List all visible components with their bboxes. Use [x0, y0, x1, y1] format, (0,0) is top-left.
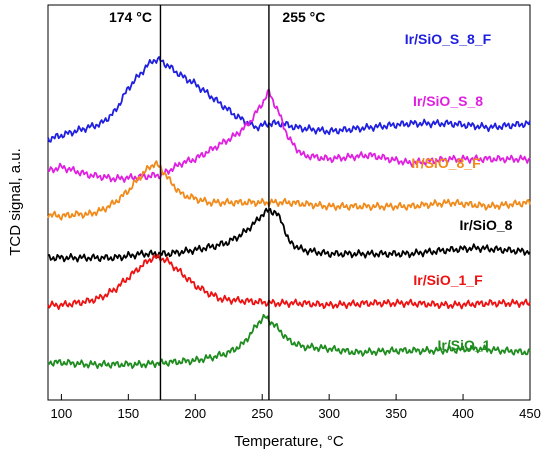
series-line — [47, 88, 531, 183]
x-tick-label: 100 — [51, 406, 73, 421]
annotation-label: 174 °C — [109, 9, 152, 25]
series-label: Ir/SiO_1 — [438, 337, 491, 353]
x-tick-label: 150 — [117, 406, 139, 421]
series-label: Ir/SiO_1_F — [413, 272, 483, 288]
series-label: Ir/SiO_S_8_F — [405, 31, 492, 47]
x-axis-label: Temperature, °C — [234, 433, 344, 450]
series-label: Ir/SiO_8_F — [411, 155, 481, 171]
series-line — [47, 160, 531, 221]
x-tick-label: 350 — [385, 406, 407, 421]
series-label-layer: Ir/SiO_S_8_F Ir/SiO_S_8 Ir/SiO_8_F Ir/SiO_8… — [405, 31, 513, 353]
annotation-layer: 174 °C 255 °C — [109, 5, 325, 400]
series-line — [47, 313, 531, 370]
x-tick-label: 300 — [318, 406, 340, 421]
x-tick-label: 400 — [452, 406, 474, 421]
series-label: Ir/SiO_S_8 — [413, 93, 483, 109]
x-tick-label: 250 — [251, 406, 273, 421]
x-tick-label: 450 — [519, 406, 541, 421]
series-line — [47, 253, 531, 310]
series-layer — [47, 56, 531, 370]
y-axis-label: TCD signal, a.u. — [7, 148, 24, 256]
series-label: Ir/SiO_8 — [460, 217, 513, 233]
annotation-label: 255 °C — [282, 9, 325, 25]
x-tick-label: 200 — [184, 406, 206, 421]
x-axis: 100 150 200 250 300 350 400 450 — [51, 394, 541, 421]
series-line — [47, 56, 531, 143]
series-line — [47, 207, 531, 263]
